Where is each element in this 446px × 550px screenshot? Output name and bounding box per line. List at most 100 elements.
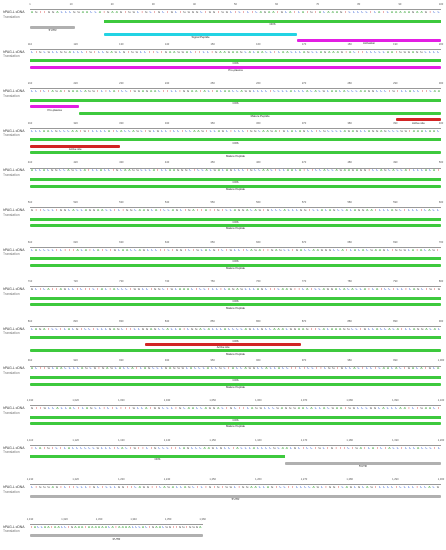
base-a: A <box>121 525 124 529</box>
base-c: C <box>80 446 83 450</box>
base-c: C <box>347 90 350 94</box>
base-g: G <box>399 248 402 252</box>
base-c: C <box>223 367 226 371</box>
base-t: T <box>408 169 411 173</box>
base-c: C <box>244 288 247 292</box>
ruler-tick: 980 <box>347 359 352 363</box>
base-c: C <box>120 169 123 173</box>
base-c: C <box>433 11 436 14</box>
base-c: C <box>139 367 143 371</box>
base-c: C <box>361 11 364 14</box>
base-g: G <box>285 407 288 410</box>
base-c: C <box>63 129 66 133</box>
base-a: A <box>399 11 402 14</box>
base-t: T <box>43 367 46 371</box>
base-a: A <box>328 50 331 54</box>
base-a: A <box>166 327 169 331</box>
ruler-tick: 590 <box>393 201 398 204</box>
base-t: T <box>298 288 301 292</box>
ruler-tick: 170 <box>301 42 307 46</box>
base-t: T <box>303 169 306 173</box>
base-a: A <box>334 327 338 331</box>
ruler-tick: 1,100 <box>437 399 445 402</box>
base-c: C <box>200 486 203 490</box>
base-c: C <box>391 367 394 371</box>
base-g: G <box>358 486 361 490</box>
base-c: C <box>80 248 83 252</box>
base-g: G <box>213 248 216 252</box>
base-c: C <box>97 50 101 54</box>
base-c: C <box>384 288 387 292</box>
base-c: C <box>388 169 391 173</box>
base-g: G <box>293 327 297 331</box>
base-a: A <box>343 129 346 133</box>
base-g: G <box>63 288 67 292</box>
base-t: T <box>303 367 306 371</box>
base-c: C <box>349 248 353 252</box>
base-a: A <box>76 90 79 94</box>
base-t: T <box>184 209 187 212</box>
ruler-tick: 1,120 <box>72 438 79 442</box>
base-g: G <box>333 486 336 490</box>
cds-label: CDS <box>232 219 239 224</box>
base-c: C <box>199 288 202 292</box>
base-c: C <box>55 327 58 331</box>
base-c: C <box>198 367 201 371</box>
ruler-tick: 410 <box>27 161 33 165</box>
base-t: T <box>102 11 106 14</box>
base-g: G <box>289 407 292 410</box>
feature-label: Mature Peptide <box>226 186 245 191</box>
base-c: C <box>353 486 357 490</box>
base-a: A <box>228 90 231 94</box>
base-a: A <box>39 446 42 450</box>
ruler-tick: 390 <box>393 121 398 125</box>
base-a: A <box>335 11 339 14</box>
base-a: A <box>322 327 325 331</box>
base-c: C <box>391 486 394 490</box>
base-a: A <box>323 407 326 410</box>
base-c: C <box>233 169 237 173</box>
base-c: C <box>105 248 108 252</box>
sequence-name-label: hPAG-L cDNA <box>3 128 25 133</box>
base-a: A <box>272 11 275 14</box>
base-a: A <box>204 248 208 252</box>
base-c: C <box>396 446 399 450</box>
translation-bar <box>30 530 203 534</box>
base-a: A <box>111 525 114 529</box>
base-c: C <box>108 446 112 450</box>
base-g: G <box>370 248 373 252</box>
base-a: A <box>138 209 141 212</box>
base-a: A <box>280 407 284 410</box>
base-g: G <box>316 486 319 490</box>
base-c: C <box>95 169 99 173</box>
base-c: C <box>246 407 250 410</box>
base-c: C <box>145 446 149 450</box>
base-t: T <box>104 90 108 94</box>
base-a: A <box>391 50 394 54</box>
base-g: G <box>332 367 335 371</box>
base-c: C <box>145 288 149 292</box>
translation-label: Translation <box>3 93 20 98</box>
base-a: A <box>320 209 324 212</box>
base-g: G <box>424 11 428 14</box>
base-c: C <box>357 11 360 14</box>
base-c: C <box>246 248 249 252</box>
base-a: A <box>113 90 116 94</box>
base-t: T <box>179 11 182 14</box>
ruler-tick: 400 <box>438 121 444 125</box>
base-c: C <box>130 248 133 252</box>
base-g: G <box>64 50 67 54</box>
base-c: C <box>76 50 80 54</box>
base-c: C <box>177 129 180 133</box>
base-c: C <box>162 288 165 292</box>
base-t: T <box>262 209 266 212</box>
base-g: G <box>179 525 182 529</box>
feature-bar <box>145 342 302 346</box>
base-t: T <box>343 446 346 450</box>
base-c: C <box>59 169 62 173</box>
base-a: A <box>266 129 269 133</box>
base-a: A <box>81 525 84 529</box>
base-a: A <box>113 327 116 331</box>
base-c: C <box>191 288 194 292</box>
base-t: T <box>344 50 348 54</box>
